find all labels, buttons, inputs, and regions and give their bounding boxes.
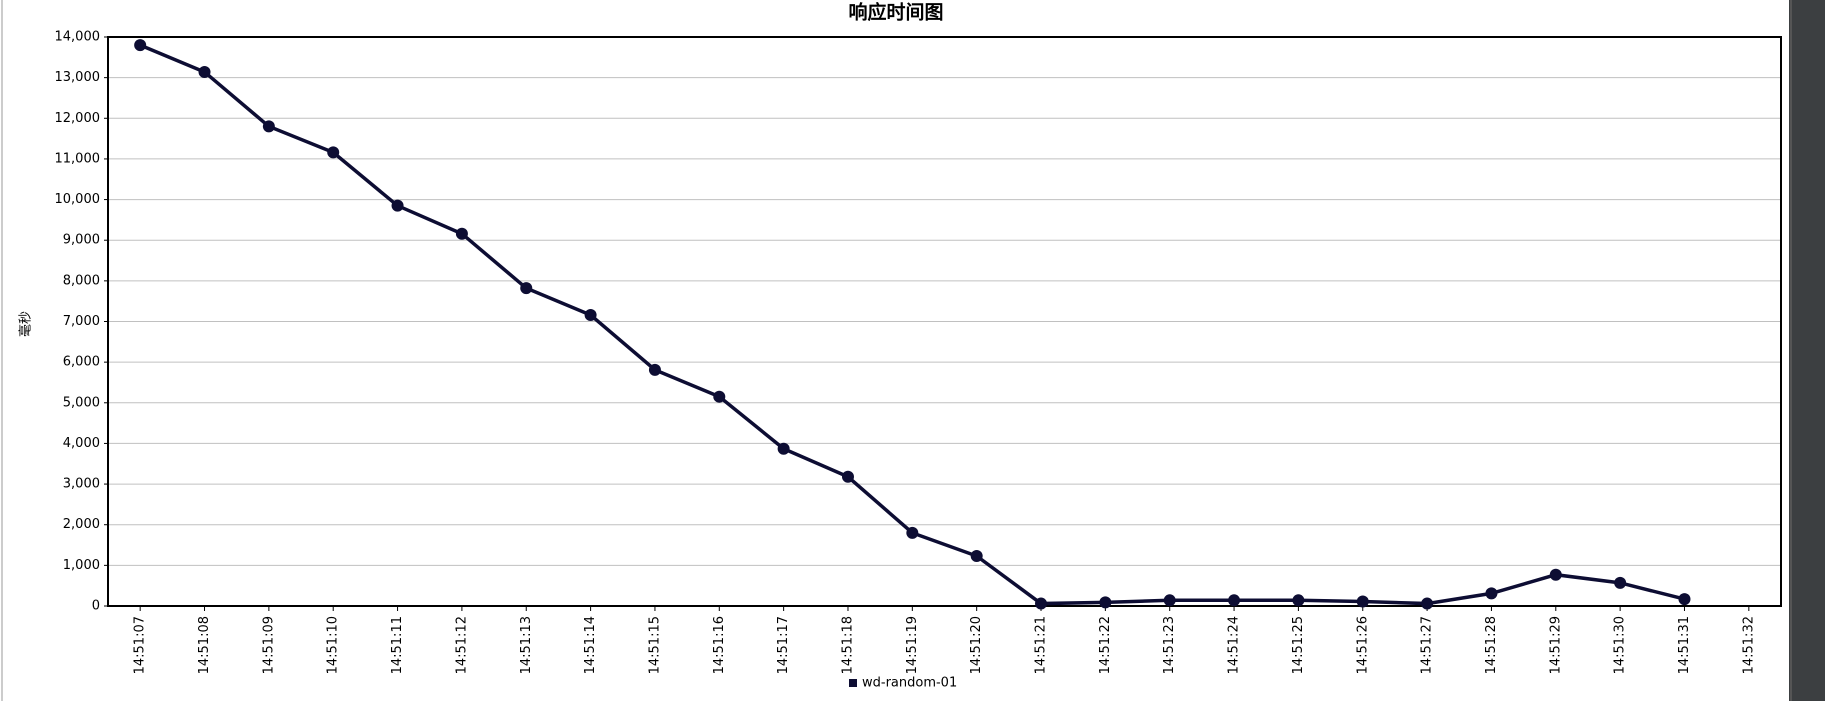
data-point [777, 442, 790, 455]
y-tick-label: 1,000 [63, 558, 100, 573]
data-point [1356, 595, 1369, 608]
y-tick-label: 11,000 [55, 151, 101, 166]
data-point [1678, 593, 1691, 606]
data-point [584, 308, 597, 321]
x-tick-label: 14:51:26 [1355, 616, 1370, 674]
x-tick-label: 14:51:25 [1291, 616, 1306, 674]
data-point [906, 526, 919, 539]
y-tick-label: 4,000 [63, 436, 100, 451]
data-point [1549, 568, 1562, 581]
data-point [1163, 594, 1176, 607]
x-tick-label: 14:51:09 [261, 616, 276, 674]
x-tick-label: 14:51:28 [1484, 616, 1499, 674]
data-point [327, 146, 340, 159]
x-tick-label: 14:51:31 [1677, 616, 1692, 674]
x-tick-label: 14:51:30 [1613, 616, 1628, 674]
x-tick-label: 14:51:11 [390, 616, 405, 674]
x-tick-label: 14:51:19 [905, 616, 920, 674]
data-point [1421, 597, 1434, 610]
y-tick-label: 14,000 [55, 30, 101, 45]
x-tick-label: 14:51:29 [1548, 616, 1563, 674]
data-point [1485, 587, 1498, 600]
legend-label: wd-random-01 [862, 676, 957, 691]
data-point [262, 120, 275, 133]
y-tick-label: 7,000 [63, 314, 100, 329]
y-tick-label: 5,000 [63, 395, 100, 410]
y-tick-label: 3,000 [63, 477, 100, 492]
x-tick-label: 14:51:32 [1741, 616, 1756, 674]
x-tick-label: 14:51:12 [454, 616, 469, 674]
data-point [1614, 576, 1627, 589]
y-tick-label: 9,000 [63, 233, 100, 248]
x-tick-label: 14:51:13 [519, 616, 534, 674]
x-tick-label: 14:51:14 [583, 616, 598, 674]
x-tick-label: 14:51:21 [1034, 616, 1049, 674]
data-point [391, 199, 404, 212]
y-axis-label: 毫秒 [18, 311, 34, 337]
plot-frame [107, 36, 1782, 607]
x-tick-label: 14:51:27 [1420, 616, 1435, 674]
x-tick-label: 14:51:18 [840, 616, 855, 674]
legend-swatch [849, 679, 857, 687]
data-point [648, 363, 661, 376]
data-point [713, 390, 726, 403]
x-tick-label: 14:51:24 [1227, 616, 1242, 674]
x-tick-label: 14:51:17 [776, 616, 791, 674]
data-point [1292, 594, 1305, 607]
x-tick-label: 14:51:20 [969, 616, 984, 674]
x-tick-label: 14:51:16 [712, 616, 727, 674]
data-point [198, 65, 211, 78]
x-tick-label: 14:51:08 [197, 616, 212, 674]
data-point [841, 470, 854, 483]
x-tick-label: 14:51:07 [133, 616, 148, 674]
data-point [455, 227, 468, 240]
chart-title: 响应时间图 [848, 1, 943, 24]
data-point [970, 550, 983, 563]
y-tick-label: 0 [92, 599, 100, 614]
data-point [1228, 594, 1241, 607]
y-tick-label: 10,000 [55, 192, 101, 207]
series-line [139, 43, 1685, 606]
data-point [1099, 596, 1112, 609]
side-panel [1789, 0, 1825, 701]
y-tick-label: 6,000 [63, 355, 100, 370]
x-tick-label: 14:51:15 [647, 616, 662, 674]
y-tick-label: 2,000 [63, 517, 100, 532]
y-tick-label: 13,000 [55, 70, 101, 85]
data-point [134, 39, 147, 52]
x-tick-label: 14:51:10 [326, 616, 341, 674]
data-point [1035, 597, 1048, 610]
data-point [520, 282, 533, 295]
y-tick-label: 12,000 [55, 111, 101, 126]
x-tick-label: 14:51:22 [1098, 616, 1113, 674]
x-tick-label: 14:51:23 [1162, 616, 1177, 674]
y-tick-label: 8,000 [63, 273, 100, 288]
